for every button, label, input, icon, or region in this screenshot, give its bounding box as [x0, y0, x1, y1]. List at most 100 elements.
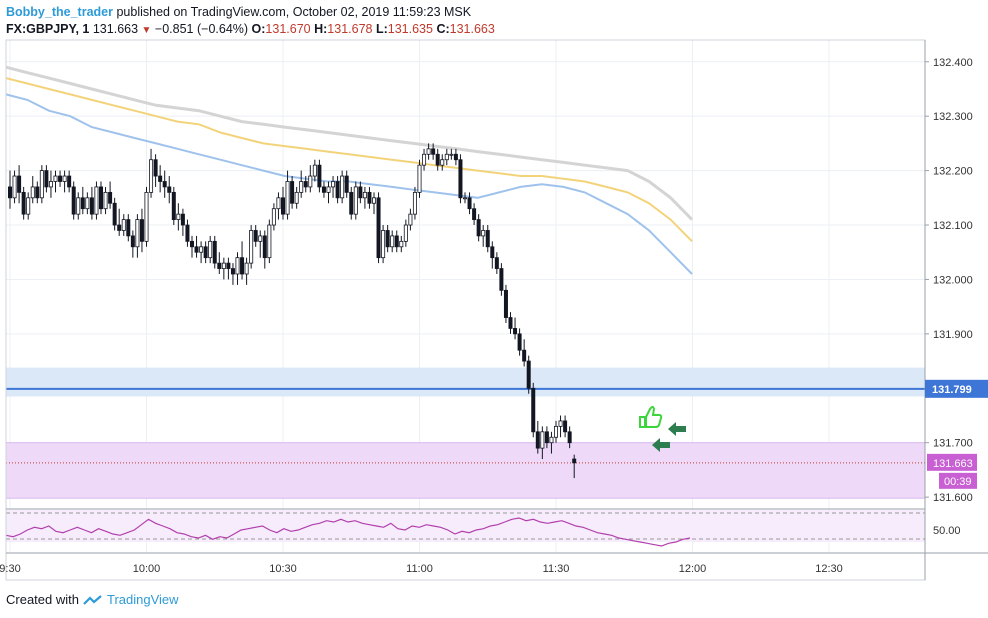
candle-body — [235, 257, 240, 275]
candle — [267, 219, 272, 264]
candle — [71, 181, 76, 220]
candle-body — [249, 230, 254, 264]
price-tick-label: 131.900 — [933, 329, 973, 341]
level-price-label: 131.799 — [925, 379, 988, 398]
candle — [189, 235, 194, 258]
candle — [108, 181, 113, 209]
candle — [176, 203, 181, 231]
candle — [490, 241, 495, 269]
candle-body — [39, 170, 44, 199]
candle — [321, 181, 326, 198]
candle — [367, 186, 372, 209]
arrow-left-icon — [652, 438, 670, 452]
candle — [280, 186, 285, 220]
candle-body — [280, 197, 285, 215]
candle-body — [444, 153, 449, 161]
candle — [30, 176, 35, 204]
close-value: 131.663 — [449, 22, 495, 36]
tradingview-brand[interactable]: TradingView — [106, 592, 179, 607]
candle-body — [563, 420, 568, 433]
candle-body — [517, 333, 522, 351]
current-price-label: 131.663 00:39 — [927, 453, 977, 489]
candle-body — [394, 235, 399, 248]
candle-body — [208, 240, 213, 259]
candle-body — [85, 197, 90, 210]
candle — [563, 415, 568, 438]
candle-body — [321, 186, 326, 193]
high-key: H: — [314, 22, 328, 36]
candle-body — [271, 208, 276, 226]
price-tick-label: 132.300 — [933, 111, 973, 123]
candle — [144, 186, 149, 247]
candle-body — [162, 181, 167, 188]
time-tick-label: 11:30 — [543, 563, 570, 575]
candle — [203, 241, 208, 264]
candle-body — [76, 197, 81, 215]
arrow-left-icon — [668, 422, 686, 436]
candle-body — [153, 159, 158, 177]
down-triangle-icon: ▼ — [141, 25, 152, 36]
candle — [544, 426, 549, 449]
chart-frame — [5, 39, 926, 581]
candle — [485, 225, 490, 253]
candle-body — [335, 181, 340, 199]
candle-body — [171, 191, 176, 220]
candle-body — [221, 262, 226, 269]
annotation-marks — [639, 406, 686, 452]
candle — [476, 214, 481, 242]
candle — [499, 263, 504, 296]
candle — [39, 165, 44, 204]
candle — [276, 192, 281, 220]
candle — [353, 181, 358, 220]
candle-body — [35, 186, 40, 199]
candle-body — [176, 213, 181, 220]
candle-body — [358, 186, 363, 199]
last-price: 131.663 — [92, 22, 139, 36]
rsi-pane — [5, 510, 925, 547]
price-chart[interactable]: 132.400 132.300 132.200 132.100 132.000 131.9… — [0, 0, 988, 584]
open-value: 131.670 — [265, 22, 311, 36]
moving-average-gray — [5, 65, 694, 221]
rsi-tick-label: 50.00 — [933, 525, 961, 537]
candle — [467, 192, 472, 215]
open-key: O: — [251, 22, 266, 36]
candle-body — [472, 208, 477, 220]
candle — [162, 170, 167, 198]
candle — [381, 225, 386, 264]
candle — [567, 426, 572, 449]
candle — [513, 317, 518, 340]
candle-body — [435, 153, 440, 166]
candle-body — [367, 191, 372, 204]
low-value: 131.635 — [387, 22, 433, 36]
candle-body — [30, 186, 35, 199]
candle-body — [240, 257, 245, 275]
candle — [371, 192, 376, 215]
rsi-band — [6, 510, 925, 542]
candle — [422, 148, 427, 171]
candle-body — [458, 159, 463, 199]
candle-body — [535, 431, 540, 449]
candle-body — [381, 230, 386, 259]
time-tick-label: 12:30 — [815, 563, 843, 575]
price-tick-label: 132.400 — [933, 57, 973, 69]
symbol-label[interactable]: FX:GBPJPY, 1 — [6, 22, 90, 36]
candle — [244, 257, 249, 285]
candle-body — [567, 431, 572, 444]
candle — [67, 170, 72, 193]
candle-body — [340, 175, 345, 199]
candle — [522, 339, 527, 367]
candle-body — [508, 317, 513, 329]
candle-body — [422, 153, 427, 166]
candle-body — [258, 235, 263, 242]
price-change: −0.851 (−0.64%) — [154, 22, 249, 36]
candle-body — [26, 197, 31, 215]
countdown-box — [939, 472, 977, 489]
candle — [308, 165, 313, 193]
candle-body — [262, 235, 267, 259]
candle — [26, 192, 31, 220]
candle-body — [244, 262, 249, 275]
author-name[interactable]: Bobby_the_trader — [6, 5, 113, 19]
candle-body — [522, 349, 527, 362]
candle — [290, 176, 295, 209]
candle — [340, 170, 345, 204]
